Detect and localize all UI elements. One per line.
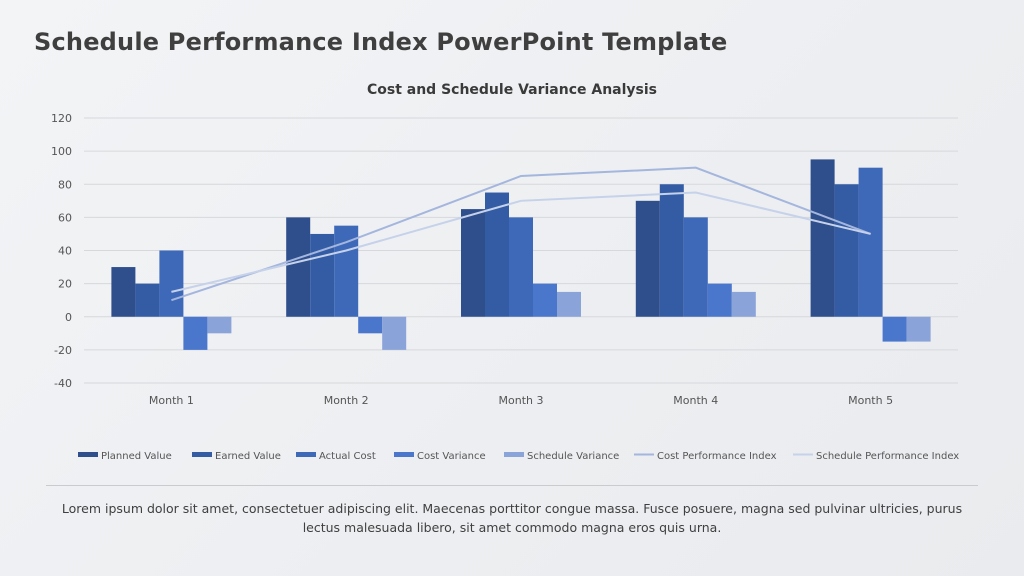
bar-earned-value xyxy=(659,184,684,317)
slide-title: Schedule Performance Index PowerPoint Te… xyxy=(34,28,728,56)
bar-planned-value xyxy=(461,209,485,317)
bar-earned-value xyxy=(485,192,509,317)
chart-legend: Planned Value Earned Value Actual Cost Cost… xyxy=(78,451,959,462)
legend-label: Cost Performance Index xyxy=(657,451,777,462)
legend-swatch xyxy=(394,452,414,457)
legend-swatch xyxy=(296,452,316,457)
bar-cost-variance xyxy=(183,316,208,350)
x-category-label: Month 1 xyxy=(149,394,194,407)
divider xyxy=(46,485,978,486)
bar-planned-value xyxy=(111,267,136,317)
bar-actual-cost xyxy=(683,217,708,317)
x-axis-categories: Month 1 Month 2 Month 3 Month 4 Month 5 xyxy=(149,394,893,407)
bar-schedule-variance xyxy=(731,291,756,317)
bar-cost-variance xyxy=(358,316,383,334)
bar-cost-variance xyxy=(707,283,732,317)
x-category-label: Month 3 xyxy=(499,394,544,407)
bar-cost-variance xyxy=(533,283,557,317)
legend-label: Planned Value xyxy=(101,451,172,462)
legend-swatch xyxy=(78,452,98,457)
y-tick-label: 40 xyxy=(58,245,72,258)
x-category-label: Month 5 xyxy=(848,394,893,407)
legend-label: Cost Variance xyxy=(417,451,486,462)
bar-schedule-variance xyxy=(906,316,931,342)
legend-label: Actual Cost xyxy=(319,451,376,462)
y-tick-label: -20 xyxy=(54,344,72,357)
y-tick-label: -40 xyxy=(54,377,72,390)
bar-schedule-variance xyxy=(382,316,407,350)
legend-label: Earned Value xyxy=(215,451,281,462)
legend-swatch xyxy=(504,452,524,457)
bar-actual-cost xyxy=(509,217,533,317)
bar-schedule-variance xyxy=(557,291,581,317)
bar-planned-value xyxy=(635,200,660,317)
x-category-label: Month 4 xyxy=(673,394,718,407)
y-axis-ticks: 120 100 80 60 40 20 0 -20 -40 xyxy=(51,112,72,390)
line-cost-performance-index xyxy=(171,166,871,302)
legend-label: Schedule Variance xyxy=(527,451,619,462)
y-tick-label: 120 xyxy=(51,112,72,125)
chart-lines xyxy=(171,166,871,302)
bar-schedule-variance xyxy=(207,316,232,334)
bar-planned-value xyxy=(810,159,835,317)
y-tick-label: 80 xyxy=(58,178,72,191)
y-tick-label: 0 xyxy=(65,311,72,324)
caption-text: Lorem ipsum dolor sit amet, consectetuer… xyxy=(61,501,963,535)
bar-actual-cost xyxy=(858,167,883,317)
bar-cost-variance xyxy=(882,316,907,342)
bar-actual-cost xyxy=(334,225,359,317)
x-category-label: Month 2 xyxy=(324,394,369,407)
y-tick-label: 60 xyxy=(58,211,72,224)
bar-earned-value xyxy=(834,184,859,317)
y-tick-label: 20 xyxy=(58,278,72,291)
chart-bars xyxy=(111,159,931,350)
legend-label: Schedule Performance Index xyxy=(816,451,959,462)
bar-actual-cost xyxy=(159,250,184,317)
variance-chart: Cost and Schedule Variance Analysis 1201… xyxy=(51,82,959,462)
legend-swatch xyxy=(192,452,212,457)
line-schedule-performance-index xyxy=(171,191,871,293)
chart-title: Cost and Schedule Variance Analysis xyxy=(367,82,657,98)
bar-earned-value xyxy=(135,283,160,317)
y-tick-label: 100 xyxy=(51,145,72,158)
bar-planned-value xyxy=(286,217,311,317)
